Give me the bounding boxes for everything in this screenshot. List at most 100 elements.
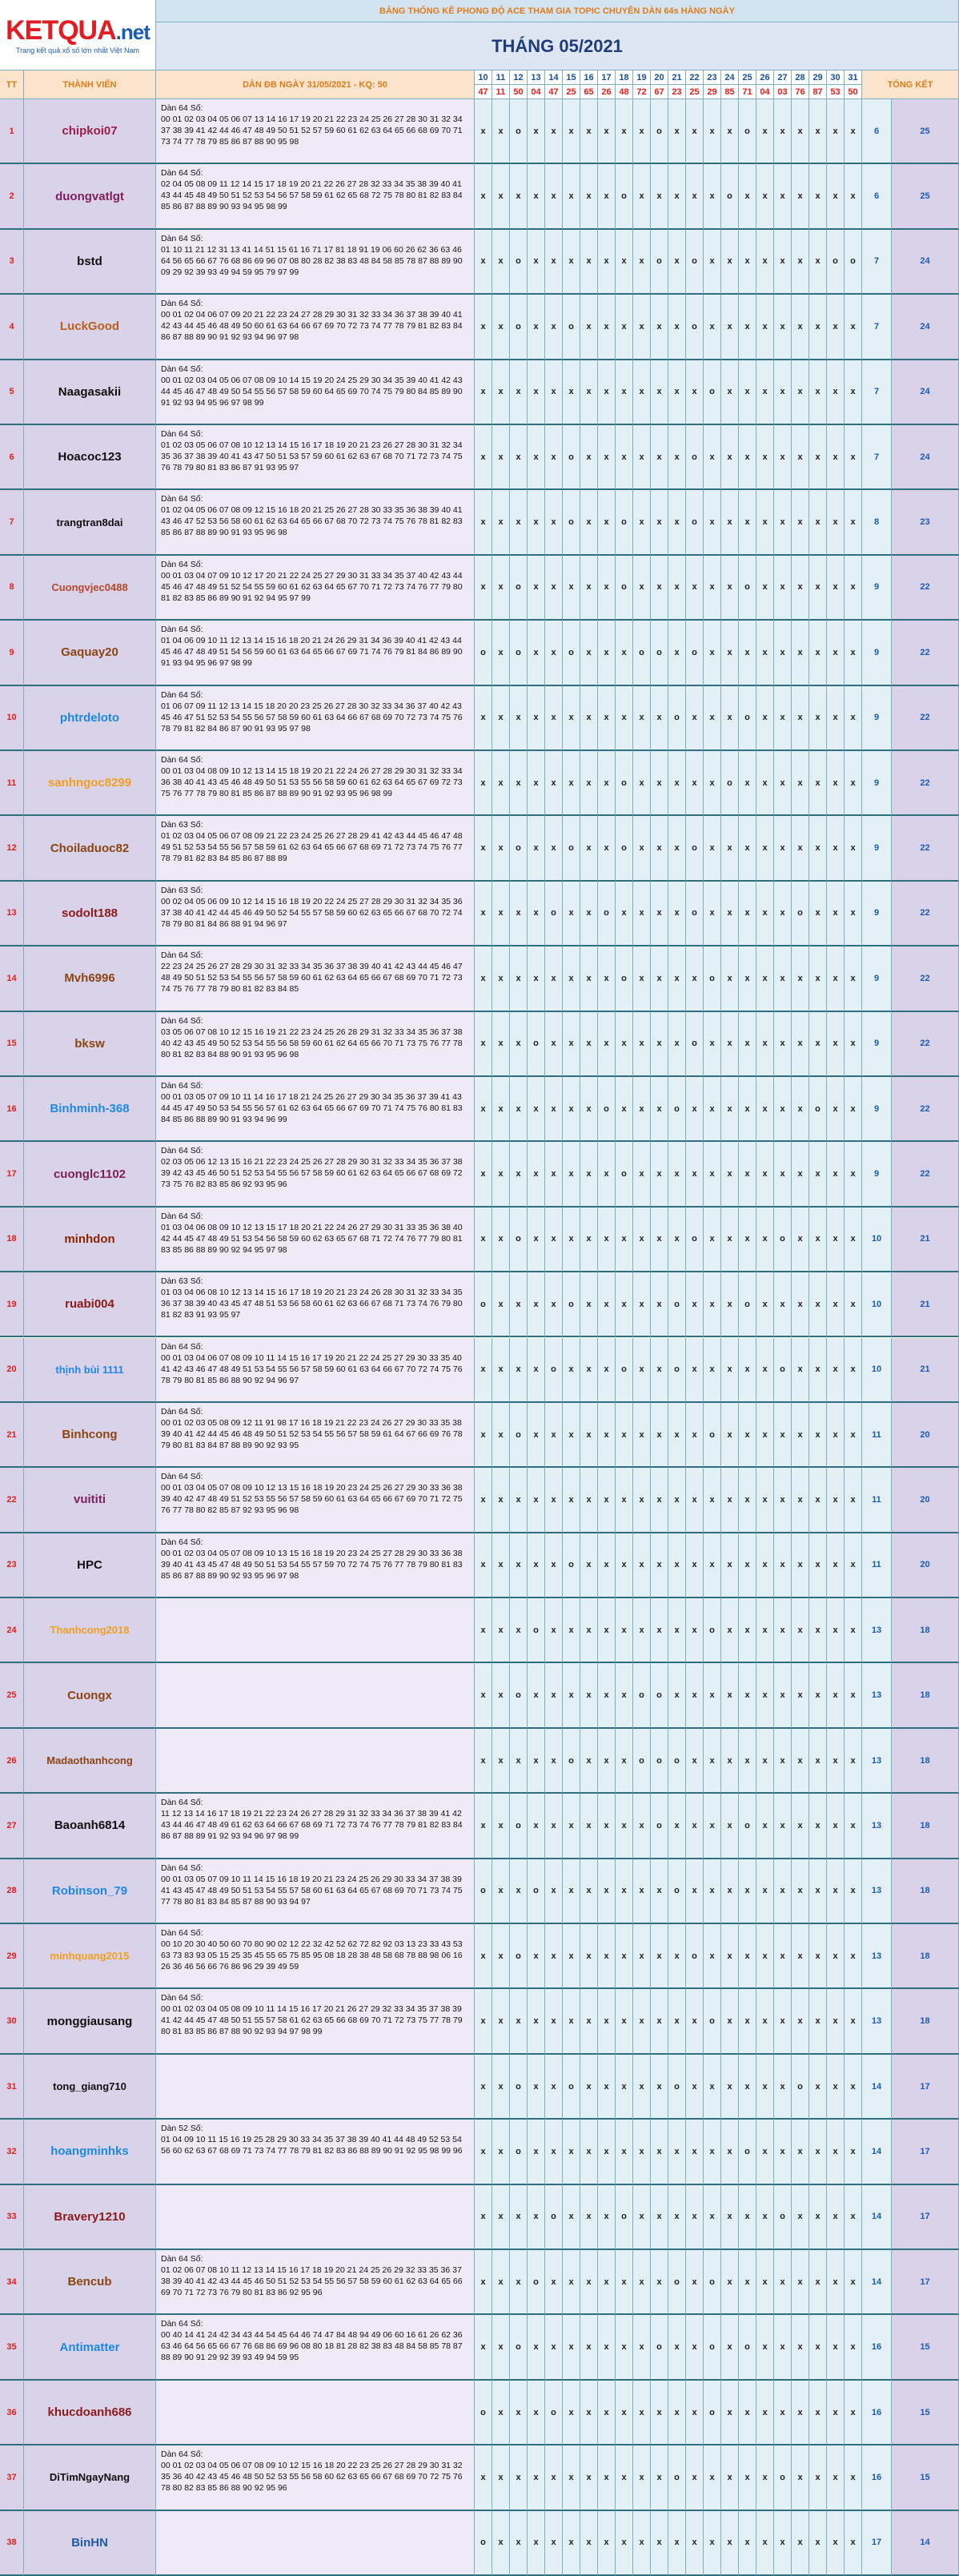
day-mark: x bbox=[492, 360, 510, 425]
miss-count: 10 bbox=[862, 1337, 892, 1403]
day-mark: x bbox=[510, 164, 528, 230]
dan-numbers: 00 01 03 05 07 09 10 11 14 16 17 18 21 2… bbox=[161, 1091, 463, 1124]
day-mark: x bbox=[528, 685, 545, 751]
dan-header: DÀN ĐB NGÀY 31/05/2021 - KQ: 50 bbox=[156, 70, 475, 99]
day-mark: x bbox=[792, 1794, 809, 1859]
day-mark: x bbox=[563, 360, 580, 425]
total: 21 bbox=[892, 1337, 959, 1403]
day-mark: x bbox=[739, 1402, 756, 1469]
member-name: vuititi bbox=[24, 1468, 156, 1533]
dan-label: Dàn 64 Số: bbox=[161, 1080, 203, 1091]
day-mark: x bbox=[545, 1402, 563, 1469]
day-header: 16 bbox=[580, 70, 598, 85]
day-mark: x bbox=[668, 1598, 686, 1664]
dan-numbers: 00 01 03 04 08 09 10 12 13 14 15 18 19 2… bbox=[161, 766, 463, 798]
day-mark: x bbox=[774, 229, 792, 295]
day-mark: x bbox=[845, 881, 862, 947]
day-mark: x bbox=[492, 1468, 510, 1533]
day-mark: x bbox=[845, 1011, 862, 1077]
day-mark: x bbox=[845, 1924, 862, 1990]
day-mark: x bbox=[809, 1859, 827, 1925]
day-mark: o bbox=[668, 2445, 686, 2511]
day-mark: x bbox=[475, 1663, 492, 1729]
day-mark: x bbox=[475, 360, 492, 425]
day-mark: x bbox=[739, 1598, 756, 1664]
day-mark: o bbox=[739, 1794, 756, 1859]
day-mark: x bbox=[475, 1989, 492, 2055]
day-mark: x bbox=[510, 1272, 528, 1338]
day-mark: x bbox=[528, 1402, 545, 1469]
row-number: 16 bbox=[0, 1076, 24, 1143]
day-mark: x bbox=[510, 1533, 528, 1599]
day-mark: x bbox=[633, 2184, 651, 2251]
day-mark: o bbox=[704, 2380, 721, 2446]
day-mark: x bbox=[492, 2054, 510, 2120]
day-mark: x bbox=[580, 1924, 598, 1990]
miss-count: 9 bbox=[862, 685, 892, 751]
day-mark: x bbox=[792, 555, 809, 621]
dan-numbers: 00 01 02 03 04 05 06 07 08 09 10 12 15 1… bbox=[161, 2461, 463, 2494]
day-mark: x bbox=[721, 1598, 739, 1664]
day-mark: o bbox=[616, 946, 633, 1012]
day-mark: x bbox=[704, 295, 721, 360]
total: 18 bbox=[892, 1859, 959, 1925]
day-mark: x bbox=[545, 2054, 563, 2120]
day-mark: x bbox=[616, 1794, 633, 1859]
day-mark: x bbox=[510, 2184, 528, 2251]
day-mark: x bbox=[739, 1337, 756, 1403]
dan-label: Dàn 64 Số: bbox=[161, 1472, 203, 1482]
logo-tld: .net bbox=[115, 20, 150, 44]
day-mark: x bbox=[721, 2380, 739, 2446]
day-mark: x bbox=[686, 1533, 704, 1599]
day-mark: x bbox=[492, 2380, 510, 2446]
day-mark: x bbox=[809, 1598, 827, 1664]
dan-numbers: 01 03 04 06 08 09 10 12 13 15 17 18 20 2… bbox=[161, 1222, 463, 1255]
day-mark: x bbox=[668, 360, 686, 425]
row-number: 24 bbox=[0, 1598, 24, 1664]
day-mark: x bbox=[580, 164, 598, 230]
day-mark: x bbox=[633, 1011, 651, 1077]
row-number: 18 bbox=[0, 1207, 24, 1273]
day-mark: x bbox=[809, 1533, 827, 1599]
day-mark: x bbox=[774, 1598, 792, 1664]
day-mark: x bbox=[510, 2510, 528, 2576]
miss-count: 11 bbox=[862, 1468, 892, 1533]
day-mark: x bbox=[686, 750, 704, 817]
miss-count: 13 bbox=[862, 1663, 892, 1729]
miss-count: 9 bbox=[862, 750, 892, 817]
day-mark: x bbox=[845, 1337, 862, 1403]
day-mark: x bbox=[704, 1859, 721, 1925]
day-mark: o bbox=[563, 2054, 580, 2120]
day-mark: x bbox=[668, 424, 686, 491]
day-mark: x bbox=[475, 881, 492, 947]
day-mark: x bbox=[492, 621, 510, 686]
day-mark: x bbox=[721, 1076, 739, 1143]
day-mark: x bbox=[704, 229, 721, 295]
dan-cell: Dàn 64 Số: 00 01 02 03 04 05 08 09 10 11 … bbox=[156, 1989, 475, 2055]
row-number: 17 bbox=[0, 1142, 24, 1208]
member-name: trangtran8dai bbox=[24, 490, 156, 556]
row-number: 2 bbox=[0, 164, 24, 230]
day-mark: x bbox=[739, 2445, 756, 2511]
row-number: 5 bbox=[0, 360, 24, 425]
day-mark: x bbox=[651, 1337, 668, 1403]
day-mark: o bbox=[475, 621, 492, 686]
miss-count: 6 bbox=[862, 99, 892, 165]
dan-label: Dàn 64 Số: bbox=[161, 1537, 203, 1547]
day-mark: o bbox=[616, 490, 633, 556]
day-mark: x bbox=[633, 1794, 651, 1859]
day-mark: x bbox=[704, 1468, 721, 1533]
day-mark: o bbox=[739, 2315, 756, 2381]
day-mark: x bbox=[721, 360, 739, 425]
member-name: Cuongvjec0488 bbox=[24, 555, 156, 621]
day-mark: x bbox=[598, 2250, 616, 2316]
day-mark: x bbox=[598, 1402, 616, 1469]
dan-label: Dàn 64 Số: bbox=[161, 559, 203, 569]
day-mark: x bbox=[651, 2054, 668, 2120]
dan-cell: Dàn 64 Số: 00 01 03 04 05 07 08 09 10 12 … bbox=[156, 1468, 475, 1533]
day-mark: x bbox=[492, 490, 510, 556]
day-mark: x bbox=[845, 1468, 862, 1533]
day-mark: x bbox=[704, 490, 721, 556]
day-mark: x bbox=[475, 1402, 492, 1469]
day-mark: x bbox=[475, 1728, 492, 1794]
